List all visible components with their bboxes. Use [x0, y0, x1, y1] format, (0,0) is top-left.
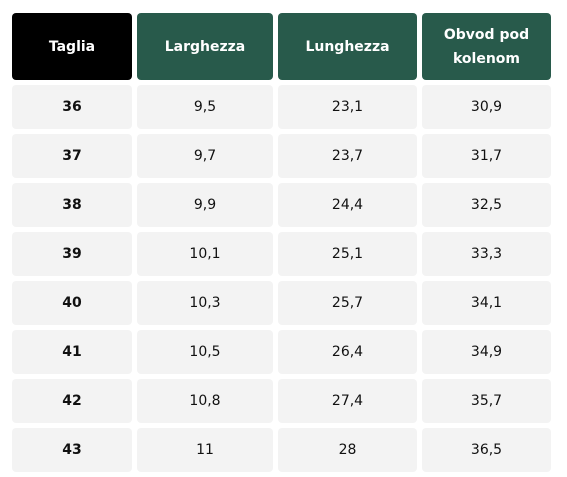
value-cell: 25,7 [278, 281, 417, 325]
header-cell: Obvod pod kolenom [422, 13, 551, 80]
value-cell: 24,4 [278, 183, 417, 227]
value-cell: 10,1 [137, 232, 273, 276]
size-cell: 36 [12, 85, 132, 129]
value-cell: 23,7 [278, 134, 417, 178]
value-cell: 9,7 [137, 134, 273, 178]
size-cell: 40 [12, 281, 132, 325]
value-cell: 10,3 [137, 281, 273, 325]
value-cell: 26,4 [278, 330, 417, 374]
value-cell: 34,9 [422, 330, 551, 374]
size-cell: 37 [12, 134, 132, 178]
value-cell: 23,1 [278, 85, 417, 129]
value-cell: 36,5 [422, 428, 551, 472]
value-cell: 9,5 [137, 85, 273, 129]
value-cell: 10,5 [137, 330, 273, 374]
value-cell: 30,9 [422, 85, 551, 129]
header-cell: Lunghezza [278, 13, 417, 80]
value-cell: 32,5 [422, 183, 551, 227]
value-cell: 10,8 [137, 379, 273, 423]
value-cell: 35,7 [422, 379, 551, 423]
value-cell: 25,1 [278, 232, 417, 276]
value-cell: 28 [278, 428, 417, 472]
value-cell: 9,9 [137, 183, 273, 227]
value-cell: 11 [137, 428, 273, 472]
value-cell: 33,3 [422, 232, 551, 276]
size-cell: 38 [12, 183, 132, 227]
header-cell: Taglia [12, 13, 132, 80]
size-cell: 43 [12, 428, 132, 472]
value-cell: 31,7 [422, 134, 551, 178]
size-cell: 41 [12, 330, 132, 374]
value-cell: 27,4 [278, 379, 417, 423]
value-cell: 34,1 [422, 281, 551, 325]
size-table: Taglia Larghezza Lunghezza Obvod pod koleno… [12, 13, 551, 472]
size-cell: 42 [12, 379, 132, 423]
size-cell: 39 [12, 232, 132, 276]
header-cell: Larghezza [137, 13, 273, 80]
